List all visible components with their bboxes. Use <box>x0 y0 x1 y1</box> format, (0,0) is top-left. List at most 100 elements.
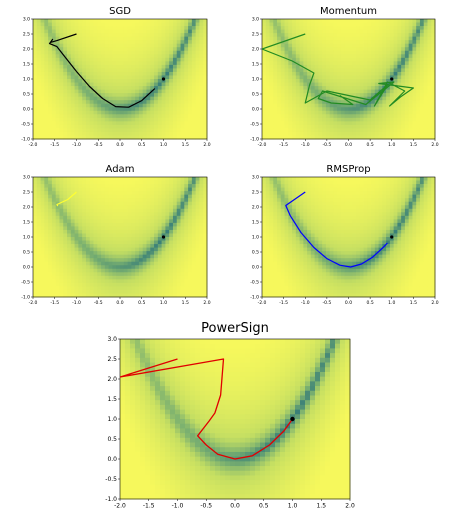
y-tick-label: 2.0 <box>23 47 30 53</box>
subplot-title: RMSProp <box>326 164 370 175</box>
y-tick-label: 3.0 <box>252 175 259 181</box>
y-tick-label: 0.5 <box>23 250 30 256</box>
y-tick-label: 1.5 <box>252 220 259 226</box>
minimum-point <box>390 235 394 239</box>
x-tick-label: 2.0 <box>203 142 210 148</box>
subplot-rmsprop: RMSProp -2.0 -1.5 -1.0 -0.5 0.0 0.5 1.0 1.5 2.0 -1… <box>250 164 438 306</box>
y-tick-label: -1.0 <box>105 496 117 503</box>
heatmap <box>33 177 208 298</box>
x-tick-label: 0.5 <box>138 300 145 306</box>
x-tick-label: 1.5 <box>316 503 326 510</box>
y-tick-label: 2.5 <box>23 190 30 196</box>
x-tick-label: -1.0 <box>72 300 81 306</box>
y-tick-label: 1.0 <box>23 77 30 83</box>
optimizer-trajectory <box>262 33 414 107</box>
y-tick-label: 0.0 <box>23 107 30 113</box>
y-tick-label: 1.0 <box>252 77 259 83</box>
subplot-title: Adam <box>106 164 135 175</box>
x-tick-label: -1.5 <box>279 300 288 306</box>
x-tick-label: -1.0 <box>172 503 184 510</box>
y-tick-label: 2.0 <box>107 376 117 383</box>
y-tick-label: 3.0 <box>107 336 117 343</box>
y-tick-label: 0.5 <box>252 250 259 256</box>
x-tick-label: -1.5 <box>143 503 155 510</box>
x-tick-label: 1.5 <box>182 300 189 306</box>
x-tick-label: -0.5 <box>200 503 212 510</box>
x-tick-label: 2.0 <box>203 300 210 306</box>
x-tick-label: -0.5 <box>94 300 103 306</box>
y-tick-label: 2.0 <box>252 47 259 53</box>
optimizer-trajectory <box>48 33 156 108</box>
subplot-sgd: SGD -2.0 -1.5 -1.0 -0.5 0.0 0.5 1.0 1.5 2.0 -1.0 -0… <box>21 6 210 148</box>
x-tick-label: 1.0 <box>388 142 395 148</box>
x-tick-label: -2.0 <box>258 142 267 148</box>
heatmap <box>120 339 351 500</box>
y-tick-label: 1.0 <box>252 235 259 241</box>
x-tick-label: 0.5 <box>367 142 374 148</box>
y-tick-label: 1.5 <box>23 220 30 226</box>
optimizer-trajectory <box>56 191 77 207</box>
x-tick-label: -0.5 <box>322 300 331 306</box>
x-tick-label: 1.0 <box>160 300 167 306</box>
y-tick-label: 0.0 <box>252 107 259 113</box>
minimum-point <box>290 416 295 422</box>
x-tick-label: -1.0 <box>301 142 310 148</box>
x-tick-label: 2.0 <box>431 142 438 148</box>
x-tick-label: -1.5 <box>50 142 59 148</box>
y-tick-label: -0.5 <box>250 280 259 286</box>
y-tick-label: 3.0 <box>252 17 259 23</box>
y-tick-label: 0.5 <box>107 436 117 443</box>
minimum-point <box>390 77 394 81</box>
x-tick-label: 0.0 <box>230 503 240 510</box>
y-tick-label: 3.0 <box>23 175 30 181</box>
y-tick-label: 1.0 <box>23 235 30 241</box>
x-tick-label: 1.0 <box>288 503 298 510</box>
y-tick-label: -0.5 <box>105 476 117 483</box>
x-tick-label: -1.0 <box>72 142 81 148</box>
x-tick-label: 1.5 <box>410 142 417 148</box>
y-tick-label: 0.0 <box>23 265 30 271</box>
x-tick-label: 1.5 <box>410 300 417 306</box>
heatmap <box>262 177 436 298</box>
y-tick-label: -0.5 <box>21 122 30 128</box>
x-tick-label: 0.5 <box>259 503 269 510</box>
x-tick-label: -2.0 <box>29 300 38 306</box>
x-tick-label: -0.5 <box>322 142 331 148</box>
x-tick-label: 1.0 <box>160 142 167 148</box>
x-tick-label: -0.5 <box>94 142 103 148</box>
x-tick-label: 2.0 <box>431 300 438 306</box>
y-tick-label: 2.5 <box>23 32 30 38</box>
y-tick-label: -0.5 <box>21 280 30 286</box>
y-tick-label: 2.0 <box>23 205 30 211</box>
y-tick-label: 1.5 <box>107 396 117 403</box>
y-tick-label: 0.0 <box>107 456 117 463</box>
y-tick-label: 2.5 <box>107 356 117 363</box>
x-tick-label: -2.0 <box>29 142 38 148</box>
y-tick-label: 3.0 <box>23 17 30 23</box>
x-tick-label: 1.0 <box>388 300 395 306</box>
subplot-momentum: Momentum -2.0 -1.5 -1.0 -0.5 0.0 0.5 1.0 1.5 2.0 -… <box>250 6 438 148</box>
x-tick-label: 0.0 <box>345 300 352 306</box>
x-tick-label: -1.5 <box>50 300 59 306</box>
subplot-powersign: PowerSign -2.0 -1.5 -1.0 -0.5 0.0 0.5 1.0 1.5 2.0… <box>105 321 355 510</box>
x-tick-label: -2.0 <box>258 300 267 306</box>
y-tick-label: 0.0 <box>252 265 259 271</box>
y-tick-label: 2.0 <box>252 205 259 211</box>
optimizer-trajectory <box>285 191 388 268</box>
heatmap <box>33 19 208 140</box>
y-tick-label: -1.0 <box>21 295 30 301</box>
subplot-title: PowerSign <box>201 321 269 336</box>
y-tick-label: 1.5 <box>252 62 259 68</box>
x-tick-label: 0.0 <box>116 142 123 148</box>
minimum-point <box>161 235 166 239</box>
y-tick-label: -0.5 <box>250 122 259 128</box>
y-tick-label: 1.5 <box>23 62 30 68</box>
x-tick-label: -1.5 <box>279 142 288 148</box>
subplot-title: SGD <box>109 6 131 17</box>
subplot-title: Momentum <box>320 6 377 17</box>
x-tick-label: 0.0 <box>116 300 123 306</box>
minimum-point <box>161 77 166 81</box>
y-tick-label: 2.5 <box>252 190 259 196</box>
x-tick-label: 0.0 <box>345 142 352 148</box>
